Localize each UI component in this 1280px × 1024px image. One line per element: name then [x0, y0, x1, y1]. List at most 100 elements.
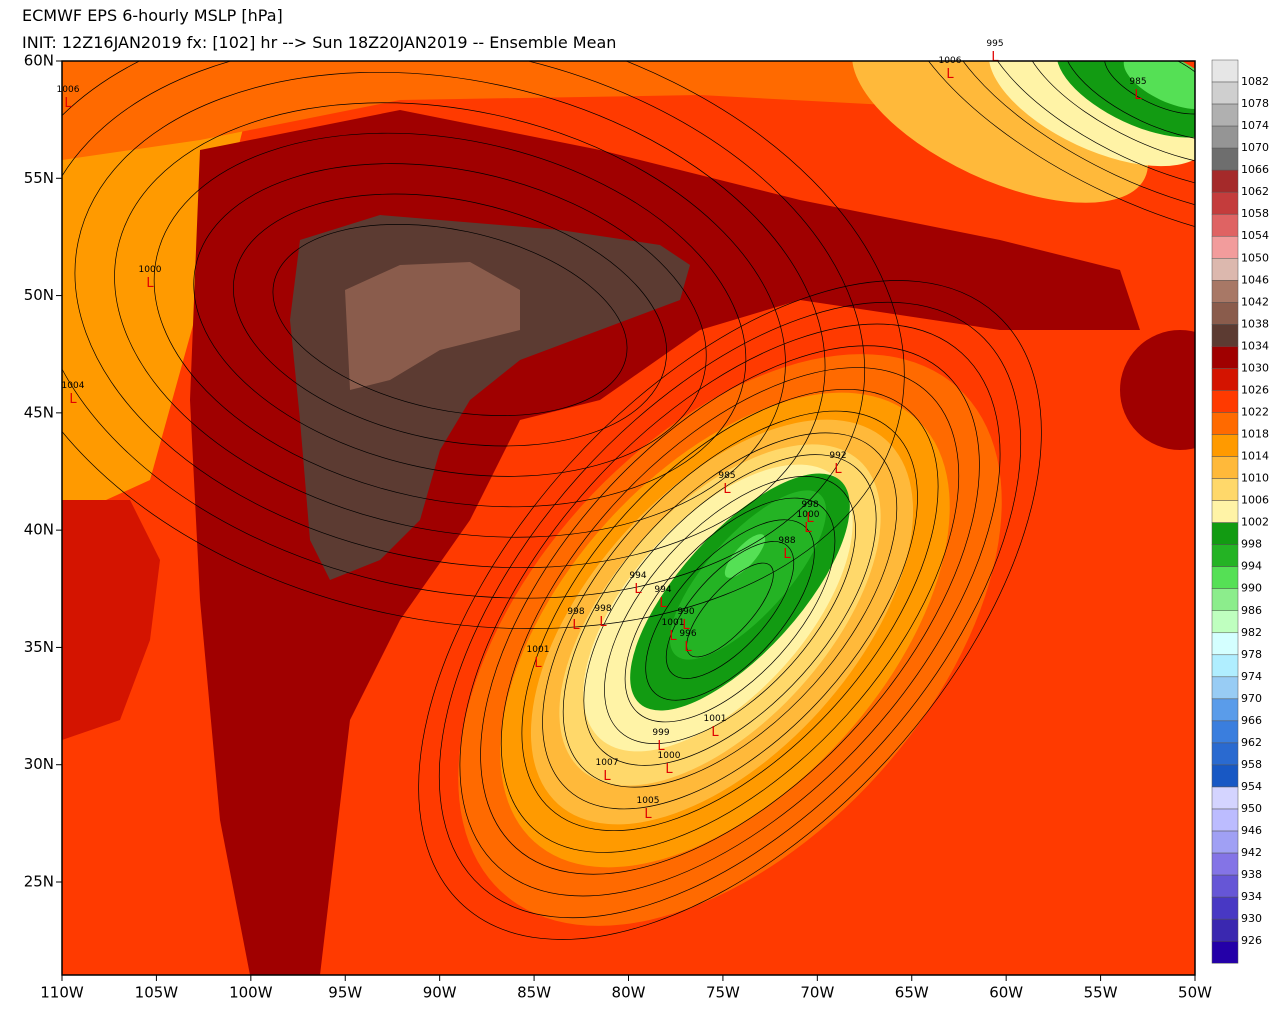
colorbar-box [1211, 213, 1239, 237]
colorbar-label: 1058 [1241, 207, 1269, 220]
low-symbol: L [659, 596, 667, 611]
pressure-value: 985 [718, 471, 735, 481]
colorbar-box [1211, 522, 1239, 545]
colorbar-label: 946 [1241, 824, 1262, 837]
low-symbol: L [665, 762, 673, 777]
colorbar-box [1211, 456, 1239, 479]
low-symbol: L [834, 462, 842, 477]
colorbar-label: 1054 [1241, 229, 1269, 242]
map-fill [62, 61, 1195, 975]
colorbar-label: 958 [1241, 758, 1262, 771]
colorbar-label: 1018 [1241, 428, 1269, 441]
lon-label: 70W [800, 984, 834, 1002]
low-symbol: L [682, 618, 690, 633]
isobar [62, 61, 905, 629]
isobar [233, 193, 667, 447]
isobar [272, 223, 628, 417]
isobar [979, 61, 1195, 194]
colorbar-box [1211, 566, 1239, 589]
fill-ne-4 [1123, 61, 1195, 110]
low-symbol: L [599, 615, 607, 630]
isobar [562, 432, 898, 788]
colorbar-box [1211, 81, 1239, 105]
colorbar-box [1211, 59, 1239, 83]
lat-label: 50N [24, 286, 54, 304]
colorbar-box [1211, 786, 1239, 810]
colorbar-box [1211, 191, 1239, 215]
low-symbol: L [991, 50, 999, 65]
colorbar-label: 986 [1241, 604, 1262, 617]
colorbar-box [1211, 302, 1239, 325]
pressure-value: 1004 [62, 381, 85, 391]
colorbar-box [1211, 125, 1239, 149]
low-symbol: L [1134, 88, 1142, 103]
colorbar-label: 1002 [1241, 516, 1269, 529]
colorbar-label: 950 [1241, 802, 1262, 815]
colorbar-box [1211, 324, 1239, 347]
low-symbol: L [534, 656, 542, 671]
colorbar: 1082 1078 1074 1070 1066 1062 1058 1054 1050 1046… [1211, 59, 1269, 964]
low-symbol: L [684, 640, 692, 655]
colorbar-label: 942 [1241, 846, 1262, 859]
isobar [1104, 61, 1195, 115]
colorbar-label: 1030 [1241, 361, 1269, 374]
isobar [74, 71, 826, 569]
colorbar-label: 1082 [1241, 75, 1269, 88]
pressure-value: 994 [629, 571, 646, 581]
colorbar-box [1211, 654, 1239, 678]
isobar [114, 102, 786, 538]
colorbar-label: 990 [1241, 582, 1262, 595]
isobar [665, 541, 795, 679]
pressure-value: 990 [677, 607, 694, 617]
colorbar-box [1211, 918, 1239, 942]
subtitle: INIT: 12Z16JAN2019 fx: [102] hr --> Sun … [22, 33, 616, 52]
colorbar-label: 954 [1241, 780, 1262, 793]
low-symbol: L [806, 511, 814, 526]
pressure-value: 1001 [527, 645, 550, 655]
low-symbol: L [804, 521, 812, 536]
pressure-value: 985 [1129, 77, 1146, 87]
isobar [645, 519, 815, 701]
lon-label: 110W [40, 984, 84, 1002]
isobar [604, 475, 856, 745]
colorbar-label: 966 [1241, 714, 1262, 727]
lon-label: 50W [1178, 984, 1212, 1002]
pressure-value: 996 [679, 629, 696, 639]
low-symbol: L [783, 547, 791, 562]
lon-label: 75W [706, 984, 740, 1002]
colorbar-box [1211, 390, 1239, 413]
low-symbol: L [946, 67, 954, 82]
colorbar-label: 1034 [1241, 339, 1269, 352]
lon-label: 90W [423, 984, 457, 1002]
colorbar-box [1211, 500, 1239, 523]
fill-low [724, 534, 766, 578]
lat-label: 45N [24, 403, 54, 421]
isobar [500, 367, 960, 853]
pressure-value: 988 [778, 536, 795, 546]
low-symbol: L [669, 629, 677, 644]
colorbar-box [1211, 258, 1239, 281]
colorbar-box [1211, 808, 1239, 832]
colorbar-label: 1038 [1241, 317, 1269, 330]
lat-label: 60N [24, 52, 54, 70]
pressure-value: 998 [567, 607, 584, 617]
low-symbol: L [69, 392, 77, 407]
isobar [153, 132, 747, 508]
low-symbol: L [723, 482, 731, 497]
lon-label: 55W [1084, 984, 1118, 1002]
pressure-value: 1001 [704, 714, 727, 724]
lon-label: 60W [989, 984, 1023, 1002]
fill-north [62, 61, 1060, 160]
pressure-value: 995 [986, 39, 1003, 49]
colorbar-label: 1062 [1241, 185, 1269, 198]
lon-label: 80W [612, 984, 646, 1002]
colorbar-label: 1066 [1241, 163, 1269, 176]
pressure-value: 1005 [637, 796, 660, 806]
lon-label: 95W [328, 984, 362, 1002]
pressure-value: 1000 [797, 510, 820, 520]
pressure-value: 999 [652, 728, 669, 738]
colorbar-box [1211, 698, 1239, 722]
colorbar-box [1211, 544, 1239, 567]
colorbar-label: 962 [1241, 736, 1262, 749]
